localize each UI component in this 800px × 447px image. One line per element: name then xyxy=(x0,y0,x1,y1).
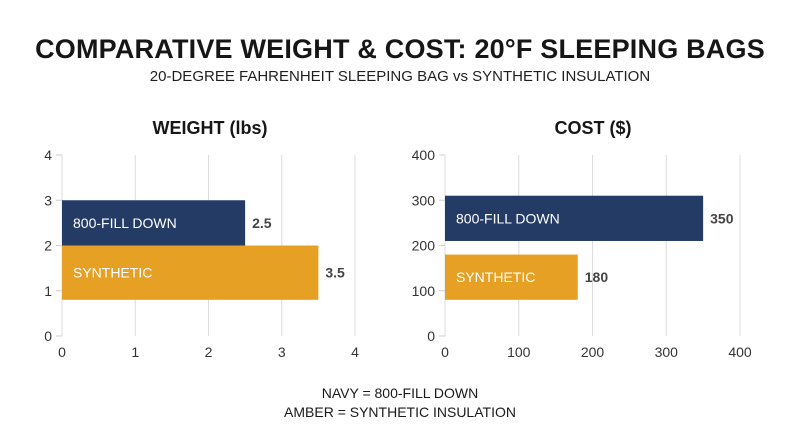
weight-x-tick-label: 1 xyxy=(131,344,139,360)
cost-bar-synthetic xyxy=(445,254,578,300)
cost-value-label-synthetic: 180 xyxy=(585,269,609,285)
weight-x-tick-label: 3 xyxy=(278,344,286,360)
legend-navy-entry: NAVY = 800-FILL DOWN xyxy=(321,385,479,401)
cost-x-tick-label: 300 xyxy=(655,344,679,360)
legend-amber-entry: AMBER = SYNTHETIC INSULATION xyxy=(284,404,516,420)
legend: NAVY = 800-FILL DOWN AMBER = SYNTHETIC I… xyxy=(0,384,800,422)
weight-value-label-down: 2.5 xyxy=(252,215,272,231)
cost-panel: COST ($) 0 100 200 300 400 0 100 200 300 400 800-FI… xyxy=(412,118,752,360)
cost-value-label-down: 350 xyxy=(710,210,734,226)
weight-x-tick-label: 0 xyxy=(58,344,66,360)
weight-chart-title: WEIGHT (lbs) xyxy=(153,118,268,138)
weight-bar-down xyxy=(62,200,246,246)
cost-x-tick-label: 100 xyxy=(507,344,531,360)
weight-y-tick-label: 1 xyxy=(44,283,52,299)
chart-subtitle: 20-DEGREE FAHRENHEIT SLEEPING BAG vs SYN… xyxy=(149,68,651,85)
weight-y-tick-label: 4 xyxy=(44,147,52,163)
cost-x-tick-label: 0 xyxy=(441,344,449,360)
cost-y-tick-label: 0 xyxy=(427,328,435,344)
weight-x-tick-label: 4 xyxy=(351,344,359,360)
chart-title: COMPARATIVE WEIGHT & COST: 20°F SLEEPING… xyxy=(35,34,765,64)
cost-x-tick-label: 200 xyxy=(581,344,605,360)
cost-y-tick-label: 400 xyxy=(412,147,436,163)
weight-y-tick-label: 0 xyxy=(44,328,52,344)
weight-bar-label-down: 800-FILL DOWN xyxy=(73,215,177,231)
weight-bar-label-synthetic: SYNTHETIC xyxy=(73,265,152,281)
cost-bar-down xyxy=(445,195,704,241)
cost-bar-label-synthetic: SYNTHETIC xyxy=(456,269,535,285)
cost-bar-label-down: 800-FILL DOWN xyxy=(456,210,560,226)
cost-chart-title: COST ($) xyxy=(554,118,631,138)
weight-value-label-synthetic: 3.5 xyxy=(325,265,345,281)
cost-y-tick-label: 200 xyxy=(412,238,436,254)
weight-x-tick-label: 2 xyxy=(205,344,213,360)
weight-y-tick-label: 2 xyxy=(44,238,52,254)
cost-x-tick-label: 400 xyxy=(728,344,752,360)
weight-bar-synthetic xyxy=(62,245,319,300)
weight-y-tick-label: 3 xyxy=(44,192,52,208)
cost-y-tick-label: 100 xyxy=(412,283,436,299)
cost-y-tick-label: 300 xyxy=(412,192,436,208)
weight-panel: WEIGHT (lbs) 0 1 2 3 4 0 1 2 3 4 800-FILL DOWN 2.5 SY… xyxy=(44,118,359,360)
